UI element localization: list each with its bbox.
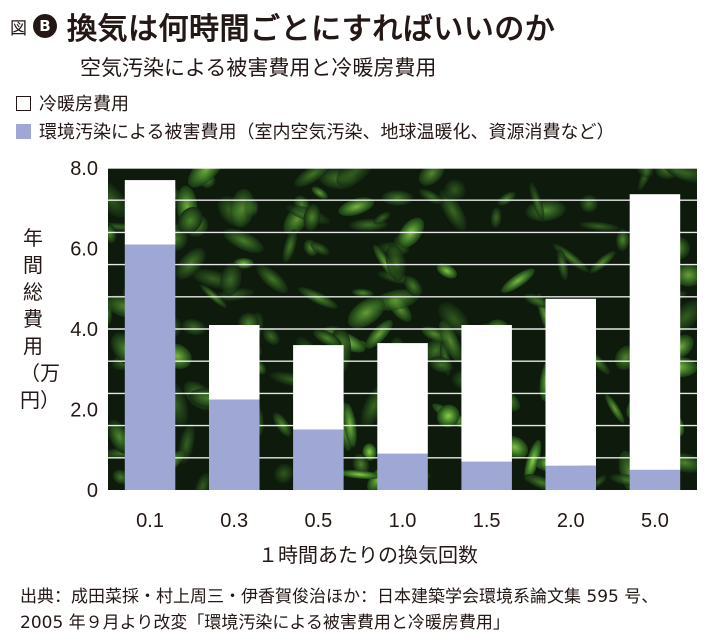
leaf [436, 263, 458, 279]
leaf [497, 191, 516, 206]
leaf [373, 211, 391, 225]
x-axis-title: １時間あたりの換気回数 [258, 543, 478, 567]
bar-heating-cost [377, 343, 428, 454]
y-tick-label: 4.0 [70, 319, 98, 341]
leaf [352, 453, 370, 476]
source-note: 出典：成田菜採・村上周三・伊香賀俊治ほか：日本建築学会環境系論文集 595 号、… [20, 584, 658, 636]
legend-swatch-environment [16, 123, 31, 139]
leaf [112, 469, 129, 485]
leaf [223, 228, 264, 254]
bar-environment-cost [629, 469, 681, 490]
legend-label-environment: 環境汚染による被害費用（室内空気汚染、地球温暖化、資源消費など） [39, 122, 615, 143]
leaf [108, 223, 117, 244]
bar-heating-cost [209, 325, 260, 400]
leaf [303, 203, 321, 231]
leaf [272, 412, 292, 437]
y-tick-label: 8.0 [70, 158, 98, 180]
bar-environment-cost [209, 399, 260, 490]
leaf [294, 168, 332, 188]
leaf [365, 319, 393, 349]
leaf [220, 262, 242, 296]
leaf [589, 250, 616, 274]
bar-heating-cost [545, 298, 596, 466]
leaf [385, 244, 406, 281]
leaf [351, 288, 374, 298]
y-tick-label: 0 [87, 480, 98, 502]
leaf [187, 168, 226, 188]
leaf [501, 268, 535, 293]
leaf [443, 179, 466, 201]
y-axis-ticks: 0 2.0 4.0 6.0 8.0 [70, 158, 98, 502]
legend-item-environment: 環境汚染による被害費用（室内空気汚染、地球温暖化、資源消費など） [16, 118, 614, 144]
leaf [579, 194, 599, 213]
leaf [175, 247, 206, 280]
leaf [312, 329, 342, 348]
leaf [230, 188, 255, 228]
leaf [177, 206, 203, 235]
x-tick-label: 5.0 [641, 510, 669, 532]
bar-heating-cost [124, 180, 176, 245]
leaf [310, 241, 330, 256]
leaf [436, 404, 460, 428]
chart-title: 換気は何時間ごとにすればいいのか [67, 12, 556, 47]
bar-environment-cost [293, 429, 344, 490]
figure-header: 図 B 換気は何時間ごとにすればいいのか [10, 6, 556, 47]
leaf [524, 439, 542, 482]
leaf [362, 443, 377, 461]
figure-label: 図 [10, 18, 27, 39]
x-tick-label: 1.0 [389, 510, 417, 532]
bar-environment-cost [461, 461, 512, 490]
leaf [336, 168, 373, 188]
bar-heating-cost [293, 345, 344, 430]
bar-heating-cost [461, 325, 512, 462]
leaf [311, 186, 328, 200]
leaf [181, 318, 207, 336]
leaf [194, 472, 212, 490]
legend-swatch-heating [16, 95, 31, 111]
leaf [262, 327, 280, 346]
bar-environment-cost [124, 244, 176, 490]
leaf [605, 394, 625, 424]
source-line-1: 出典：成田菜採・村上周三・伊香賀俊治ほか：日本建築学会環境系論文集 595 号、 [20, 587, 659, 607]
leaf [438, 320, 462, 362]
leaf [403, 275, 423, 297]
x-tick-label: 2.0 [557, 510, 585, 532]
x-tick-label: 0.5 [304, 510, 332, 532]
chart-subtitle: 空気汚染による被害費用と冷暖房費用 [80, 56, 437, 80]
leaf [282, 229, 298, 263]
leaf [490, 206, 502, 229]
x-tick-label: 0.1 [136, 510, 164, 532]
y-axis-title: 年間総費用（万円） [20, 226, 60, 412]
bars [124, 180, 681, 490]
x-tick-label: 0.3 [220, 510, 248, 532]
leaf [274, 463, 294, 484]
figure-badge: B [33, 14, 57, 38]
x-axis-ticks: 0.1 0.3 0.5 1.0 1.5 2.0 5.0 [136, 510, 669, 532]
leaf [667, 168, 697, 184]
leaf [298, 287, 338, 309]
leaf [421, 326, 448, 342]
leaf [529, 182, 545, 221]
y-tick-label: 2.0 [70, 400, 98, 422]
legend-item-heating: 冷暖房費用 [16, 90, 129, 116]
x-tick-label: 1.5 [473, 510, 501, 532]
y-tick-label: 6.0 [70, 239, 98, 261]
bar-environment-cost [545, 465, 596, 490]
bar-heating-cost [629, 194, 681, 470]
leaf [338, 197, 375, 217]
source-line-2: 2005 年９月より改変「環境汚染による被害費用と冷暖房費用」 [20, 613, 510, 633]
leaf [615, 228, 630, 251]
leaf [338, 469, 382, 480]
leaf [578, 221, 620, 232]
leaf [256, 264, 289, 294]
legend-label-heating: 冷暖房費用 [39, 94, 129, 115]
leaf [381, 190, 414, 206]
leaf [347, 297, 385, 329]
bar-environment-cost [377, 453, 428, 490]
leaf [418, 168, 445, 186]
leaf [108, 179, 130, 219]
